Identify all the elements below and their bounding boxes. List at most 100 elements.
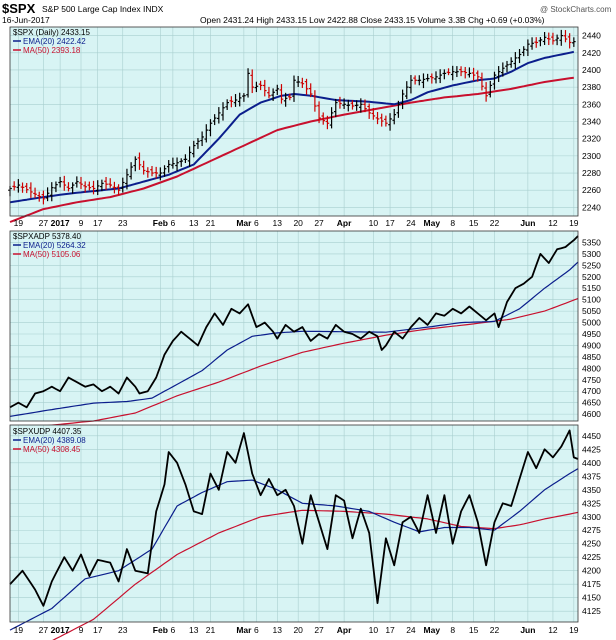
price-bar [392, 108, 397, 125]
y-tick-label: 4450 [582, 431, 601, 441]
price-bar [404, 81, 409, 100]
price-bar [492, 71, 497, 90]
price-bar [191, 140, 196, 158]
price-bar [417, 75, 422, 86]
price-bar [425, 73, 430, 82]
price-bar [526, 39, 530, 57]
quote-date: 16-Jun-2017 [2, 15, 50, 25]
price-bar [434, 71, 438, 84]
price-bar [300, 77, 305, 88]
price-bar [150, 165, 154, 177]
y-tick-label: 4425 [582, 444, 601, 454]
legend-entry: EMA(20) 4389.08 [23, 436, 86, 445]
price-bar [542, 32, 547, 45]
x-tick-label: 2017 [51, 625, 70, 635]
x-tick-label: 15 [469, 218, 479, 228]
x-tick-label: Feb [153, 625, 168, 635]
y-tick-label: 4750 [582, 375, 601, 385]
price-bar [325, 115, 330, 130]
price-bar [496, 66, 501, 82]
price-bar [183, 154, 188, 164]
x-tick-label: Apr [337, 625, 352, 635]
x-tick-label: 8 [450, 218, 455, 228]
price-bar [342, 98, 346, 109]
price-bar [54, 181, 58, 193]
price-bar [179, 158, 184, 167]
y-tick-label: 4850 [582, 352, 601, 362]
price-bar [258, 80, 263, 91]
y-tick-label: 5250 [582, 260, 601, 270]
x-tick-label: 23 [118, 625, 128, 635]
price-bar [242, 93, 246, 102]
y-tick-label: 2360 [582, 99, 601, 109]
x-tick-label: 27 [39, 218, 49, 228]
price-bar [217, 107, 221, 124]
price-bar [371, 108, 376, 120]
x-tick-label: 12 [548, 625, 558, 635]
price-bar [471, 67, 476, 81]
price-bar [196, 138, 200, 149]
plot-background [10, 231, 578, 421]
x-tick-label: May [424, 218, 441, 228]
price-bar [229, 96, 234, 108]
legend-entry: EMA(20) 5264.32 [23, 241, 86, 250]
price-bar [421, 73, 426, 89]
price-bar [304, 78, 309, 95]
y-tick-label: 4400 [582, 458, 601, 468]
plot-border [9, 424, 579, 623]
x-tick-label: 27 [39, 625, 49, 635]
x-tick-label: 17 [93, 625, 103, 635]
x-tick-label: 6 [171, 218, 176, 228]
price-bar [467, 67, 472, 78]
y-tick-label: 4300 [582, 512, 601, 522]
price-bar [388, 113, 392, 131]
price-bar [104, 176, 108, 191]
y-tick-label: 2300 [582, 151, 601, 161]
y-tick-label: 2420 [582, 48, 601, 58]
price-bar [384, 115, 388, 127]
price-bar [20, 182, 25, 193]
price-bar [521, 46, 526, 57]
x-tick-label: 9 [79, 218, 84, 228]
price-bar [563, 30, 568, 43]
x-tick-label: 19 [14, 218, 24, 228]
y-tick-label: 4900 [582, 340, 601, 350]
price-bar [442, 69, 447, 80]
price-bar [572, 37, 576, 47]
price-bar [133, 156, 138, 172]
y-tick-label: 4200 [582, 566, 601, 576]
price-bar [450, 65, 455, 81]
y-tick-label: 4275 [582, 525, 601, 535]
price-bar [271, 88, 275, 101]
price-bar [350, 100, 355, 110]
price-bar [137, 152, 142, 170]
price-bar [262, 79, 267, 97]
adline-series [9, 235, 579, 409]
x-tick-label: 8 [450, 625, 455, 635]
price-bar [79, 176, 83, 189]
price-bar [484, 82, 488, 102]
price-bar [16, 179, 21, 193]
y-tick-label: 4950 [582, 329, 601, 339]
udline-series [9, 429, 579, 607]
price-bar [175, 157, 179, 171]
price-bar [329, 107, 334, 129]
price-bar [166, 160, 171, 173]
quote-summary: Open 2431.24 High 2433.15 Low 2422.88 Cl… [200, 15, 545, 25]
price-bar [513, 52, 518, 69]
y-tick-label: 4325 [582, 498, 601, 508]
y-tick-label: 2440 [582, 31, 601, 41]
y-tick-label: 2400 [582, 65, 601, 75]
x-tick-label: May [424, 625, 441, 635]
y-tick-label: 5200 [582, 272, 601, 282]
x-axis-bottom: 19 27 2017 9 17 23 Feb 6 13 21 Mar 6 13 20 27 Apr 10 17 24… [14, 625, 579, 635]
x-tick-label: 24 [406, 218, 416, 228]
x-tick-label: 6 [254, 218, 259, 228]
price-bar [567, 33, 572, 49]
watermark: @ StockCharts.com [540, 5, 612, 14]
x-tick-label: 20 [293, 625, 303, 635]
x-tick-label: 27 [314, 218, 324, 228]
y-tick-label: 2240 [582, 202, 601, 212]
price-bar [91, 180, 96, 195]
